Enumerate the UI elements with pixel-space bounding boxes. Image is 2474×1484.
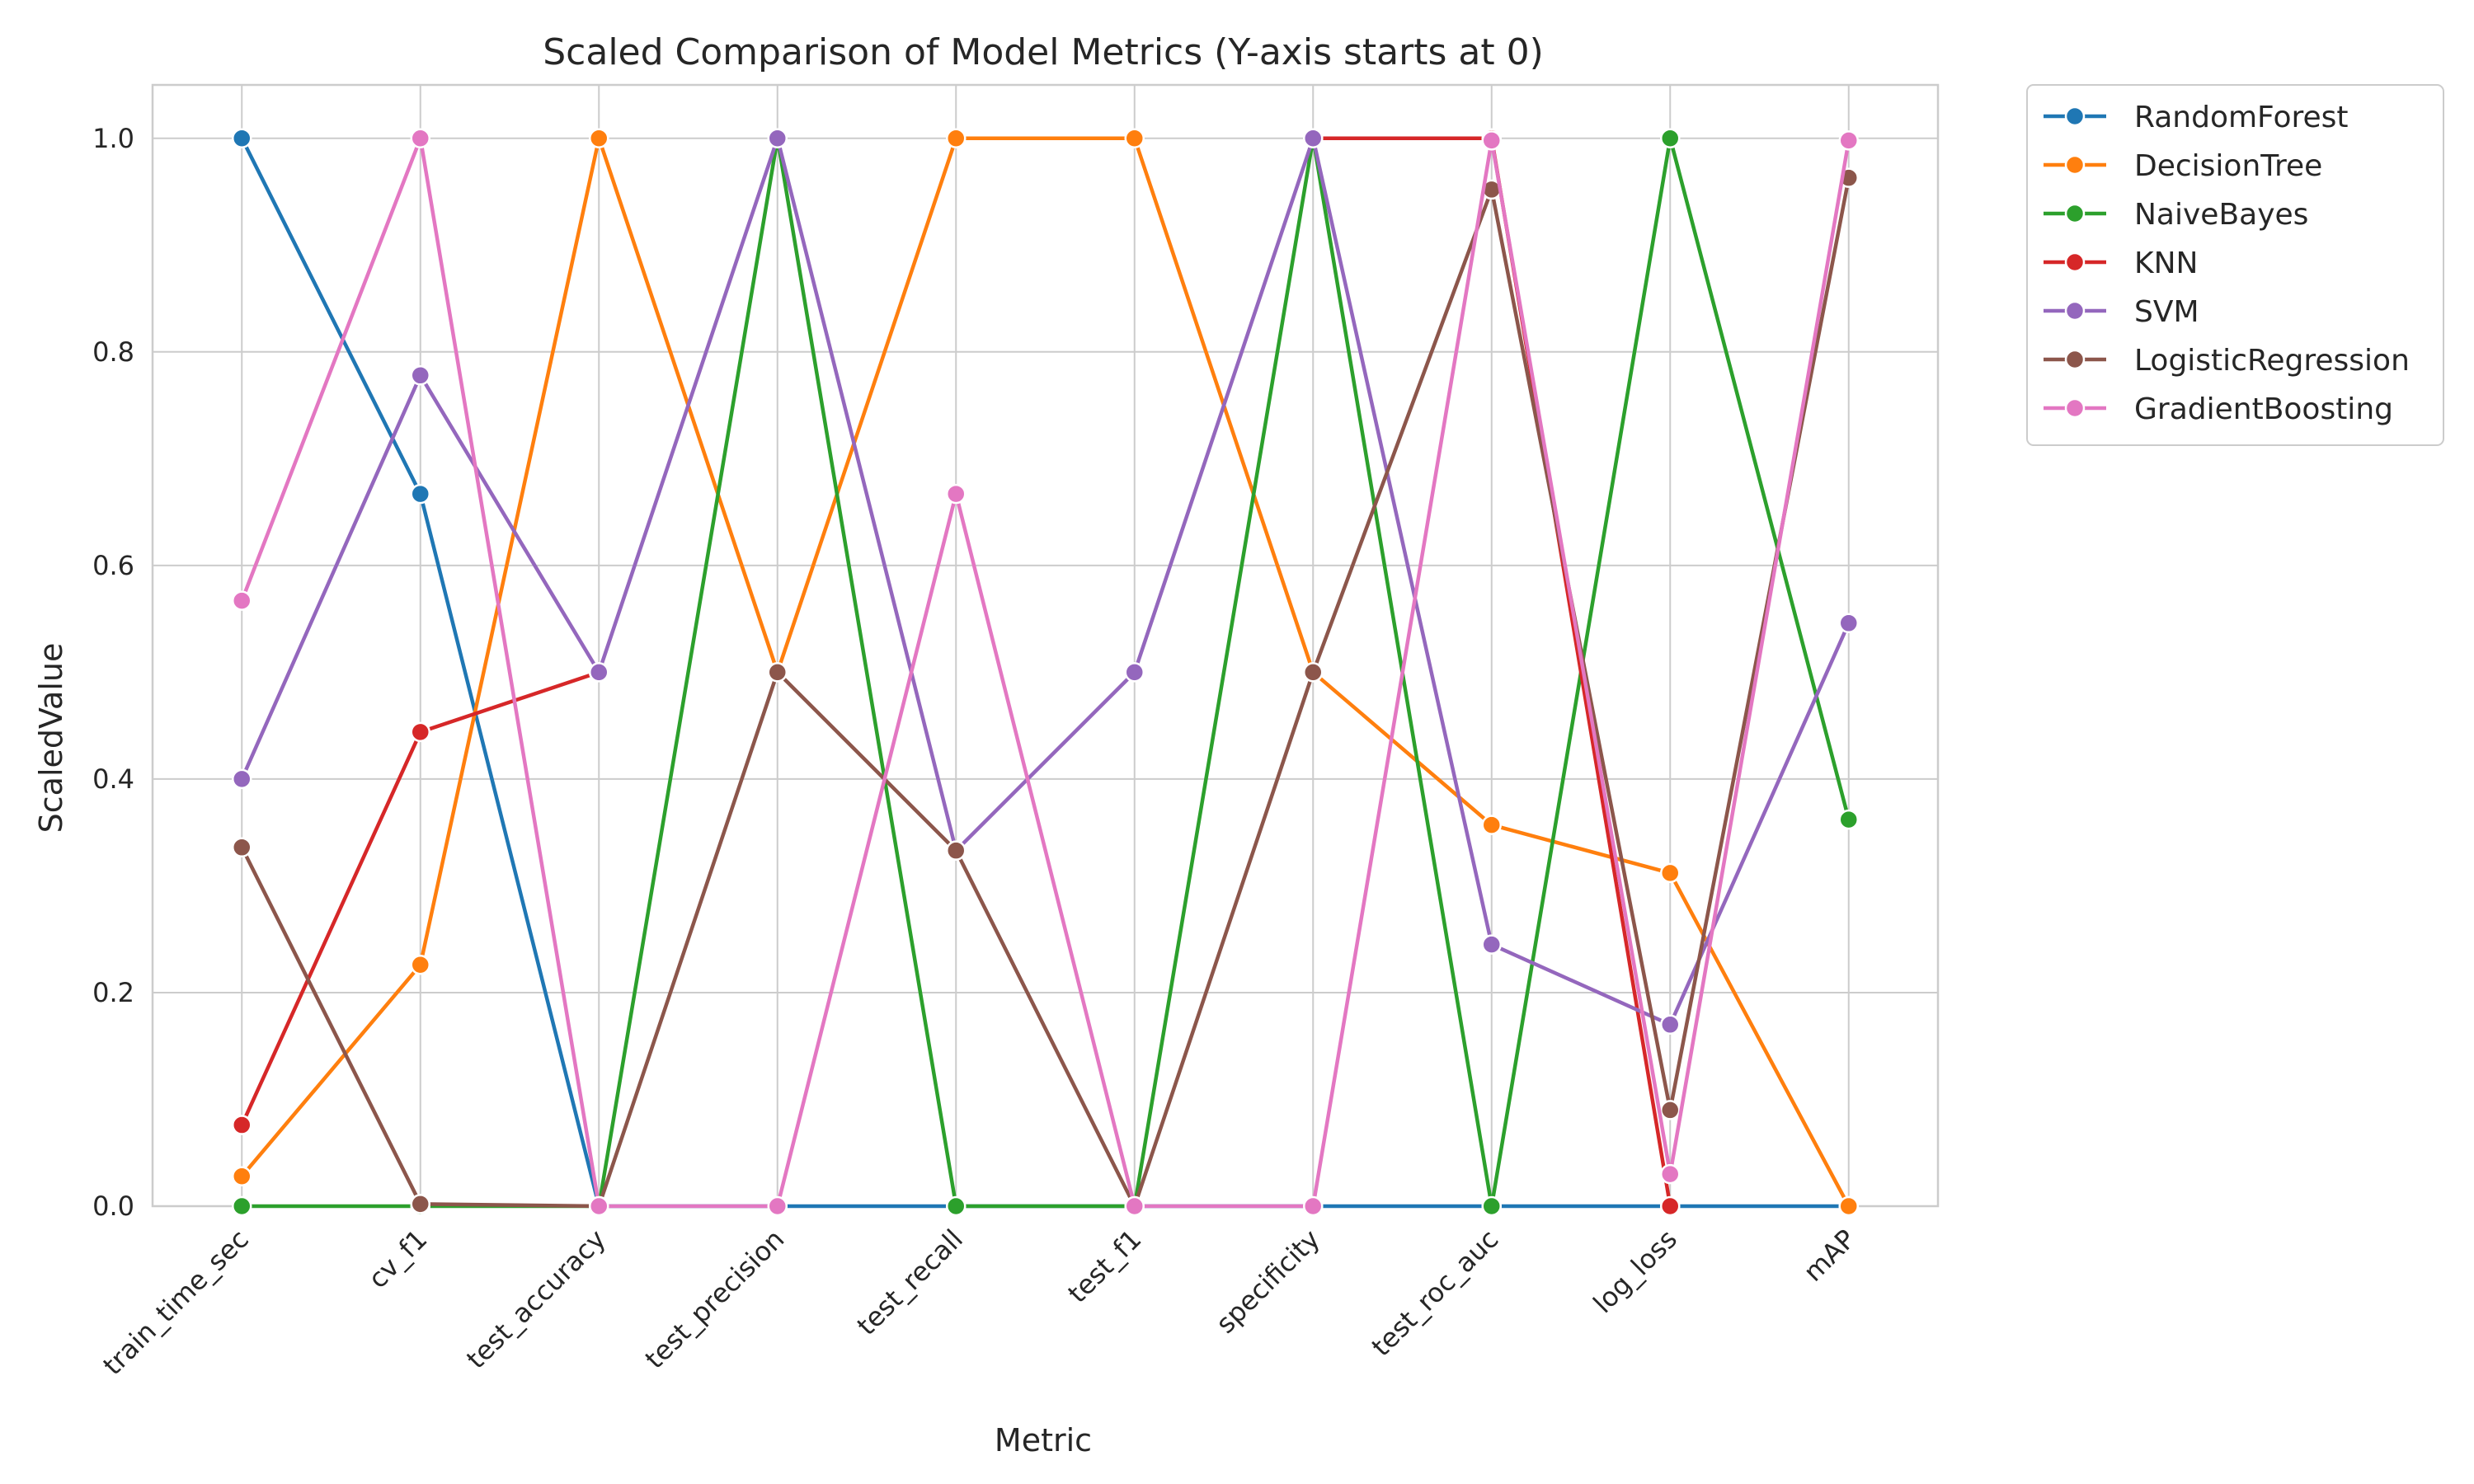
- legend-label: SVM: [2134, 295, 2199, 329]
- data-point: [946, 483, 967, 505]
- y-axis-title: ScaledValue: [33, 643, 69, 834]
- data-point: [1124, 1195, 1145, 1217]
- series-line: [240, 136, 1851, 1209]
- data-point: [410, 483, 430, 505]
- data-point: [410, 365, 430, 386]
- legend-label: NaiveBayes: [2134, 198, 2308, 232]
- data-point: [1481, 1195, 1502, 1217]
- data-point: [946, 1195, 967, 1217]
- legend-item: KNN: [2044, 247, 2198, 280]
- data-point: [1481, 130, 1502, 151]
- data-point: [232, 128, 252, 149]
- data-point: [767, 1195, 788, 1217]
- legend-label: KNN: [2134, 247, 2198, 280]
- chart-title: Scaled Comparison of Model Metrics (Y-ax…: [543, 31, 1544, 73]
- data-point: [1481, 934, 1502, 955]
- data-point: [232, 1195, 252, 1217]
- data-point: [1660, 862, 1681, 884]
- y-tick-label: 0.8: [92, 336, 134, 368]
- legend: RandomForest DecisionTree NaiveBayes KNN SVM…: [2026, 84, 2444, 446]
- data-point: [410, 955, 430, 975]
- y-tick-label: 0.2: [92, 977, 134, 1008]
- legend-marker: [2064, 300, 2086, 322]
- data-point: [767, 128, 788, 149]
- legend-item: LogisticRegression: [2044, 344, 2410, 378]
- data-point: [1838, 613, 1859, 634]
- legend-label: RandomForest: [2134, 101, 2349, 134]
- data-point: [767, 662, 788, 683]
- legend-label: DecisionTree: [2134, 149, 2322, 183]
- legend-item: RandomForest: [2044, 101, 2349, 134]
- x-axis-title: Metric: [995, 1422, 1092, 1458]
- legend-item: SVM: [2044, 295, 2199, 329]
- data-point: [1124, 128, 1145, 149]
- data-point: [1838, 809, 1859, 830]
- data-point: [1660, 1195, 1681, 1217]
- legend-marker: [2064, 203, 2086, 224]
- data-point: [1660, 1100, 1681, 1120]
- legend-frame: [2026, 84, 2444, 446]
- data-point: [1660, 128, 1681, 149]
- data-point: [1660, 1014, 1681, 1036]
- data-point: [232, 1166, 252, 1186]
- data-point: [1838, 1195, 1859, 1217]
- y-tick-label: 0.0: [92, 1190, 134, 1222]
- legend-item: DecisionTree: [2044, 149, 2322, 183]
- data-point: [946, 840, 967, 861]
- data-point: [410, 721, 430, 743]
- legend-item: GradientBoosting: [2044, 392, 2393, 426]
- legend-label: LogisticRegression: [2134, 344, 2410, 378]
- data-point: [1303, 1195, 1324, 1217]
- data-point: [1481, 815, 1502, 835]
- legend-marker: [2064, 349, 2086, 370]
- series-GradientBoosting: [232, 128, 1859, 1217]
- series-SVM: [232, 128, 1859, 1036]
- data-point: [589, 1195, 609, 1217]
- data-point: [410, 1194, 430, 1214]
- data-point: [410, 128, 430, 149]
- y-tick-label: 1.0: [92, 123, 134, 154]
- series-line: [240, 136, 1851, 1209]
- legend-marker: [2064, 251, 2086, 273]
- data-point: [1660, 1163, 1681, 1185]
- data-point: [1303, 128, 1324, 149]
- data-point: [232, 768, 252, 790]
- legend-marker: [2064, 397, 2086, 419]
- data-point: [232, 837, 252, 858]
- series-line: [240, 136, 1851, 1027]
- legend-marker: [2064, 106, 2086, 127]
- data-point: [589, 128, 609, 149]
- data-point: [946, 128, 967, 149]
- legend-label: GradientBoosting: [2134, 392, 2393, 426]
- data-point: [1303, 662, 1324, 683]
- data-point: [1838, 130, 1859, 151]
- legend-item: NaiveBayes: [2044, 198, 2308, 232]
- y-tick-label: 0.6: [92, 550, 134, 581]
- data-point: [232, 590, 252, 611]
- data-point: [589, 662, 609, 683]
- legend-marker: [2064, 154, 2086, 176]
- y-tick-label: 0.4: [92, 763, 134, 795]
- data-point: [232, 1115, 252, 1135]
- data-point: [1124, 662, 1145, 683]
